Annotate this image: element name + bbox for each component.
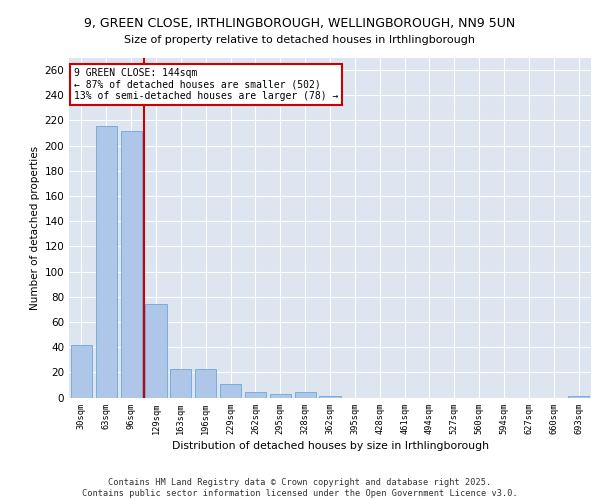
Text: 9, GREEN CLOSE, IRTHLINGBOROUGH, WELLINGBOROUGH, NN9 5UN: 9, GREEN CLOSE, IRTHLINGBOROUGH, WELLING…: [85, 18, 515, 30]
Bar: [220, 384, 241, 398]
Text: 9 GREEN CLOSE: 144sqm
← 87% of detached houses are smaller (502)
13% of semi-det: 9 GREEN CLOSE: 144sqm ← 87% of detached …: [74, 68, 338, 101]
Bar: [295, 392, 316, 398]
Bar: [121, 130, 142, 398]
Text: Contains HM Land Registry data © Crown copyright and database right 2025.
Contai: Contains HM Land Registry data © Crown c…: [82, 478, 518, 498]
Bar: [96, 126, 117, 398]
Bar: [568, 396, 589, 398]
Text: Size of property relative to detached houses in Irthlingborough: Size of property relative to detached ho…: [125, 35, 476, 45]
X-axis label: Distribution of detached houses by size in Irthlingborough: Distribution of detached houses by size …: [172, 441, 488, 451]
Bar: [145, 304, 167, 398]
Bar: [195, 368, 216, 398]
Bar: [270, 394, 291, 398]
Y-axis label: Number of detached properties: Number of detached properties: [30, 146, 40, 310]
Bar: [319, 396, 341, 398]
Bar: [170, 368, 191, 398]
Bar: [71, 344, 92, 398]
Bar: [245, 392, 266, 398]
